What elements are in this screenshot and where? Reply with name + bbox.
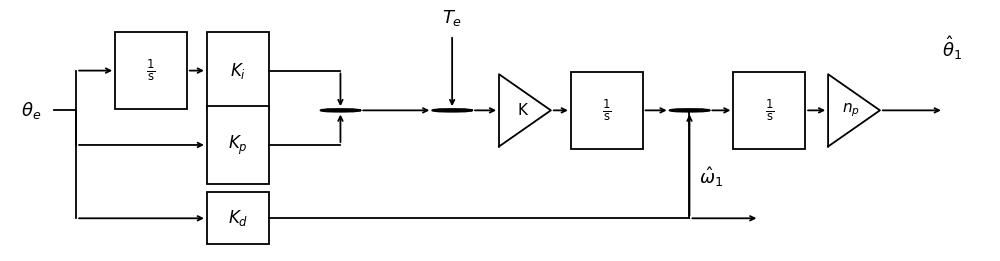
- FancyBboxPatch shape: [207, 32, 269, 109]
- Text: $\frac{1}{\mathrm{s}}$: $\frac{1}{\mathrm{s}}$: [602, 98, 611, 123]
- FancyBboxPatch shape: [571, 72, 643, 149]
- FancyBboxPatch shape: [733, 72, 805, 149]
- FancyBboxPatch shape: [207, 106, 269, 184]
- Text: $\frac{1}{\mathrm{s}}$: $\frac{1}{\mathrm{s}}$: [146, 58, 156, 83]
- Text: $\frac{1}{\mathrm{s}}$: $\frac{1}{\mathrm{s}}$: [765, 98, 774, 123]
- Text: $\hat{\omega}_1$: $\hat{\omega}_1$: [699, 165, 724, 189]
- Text: $\theta_e$: $\theta_e$: [21, 100, 41, 121]
- FancyBboxPatch shape: [207, 192, 269, 244]
- Text: $n_p$: $n_p$: [842, 102, 860, 119]
- Text: $K_d$: $K_d$: [228, 208, 248, 228]
- Text: $T_e$: $T_e$: [442, 8, 462, 28]
- Text: $\hat{\theta}_1$: $\hat{\theta}_1$: [942, 34, 962, 62]
- Text: K: K: [517, 103, 527, 118]
- FancyBboxPatch shape: [115, 32, 187, 109]
- Text: $K_i$: $K_i$: [230, 61, 246, 81]
- Text: $K_p$: $K_p$: [228, 133, 248, 157]
